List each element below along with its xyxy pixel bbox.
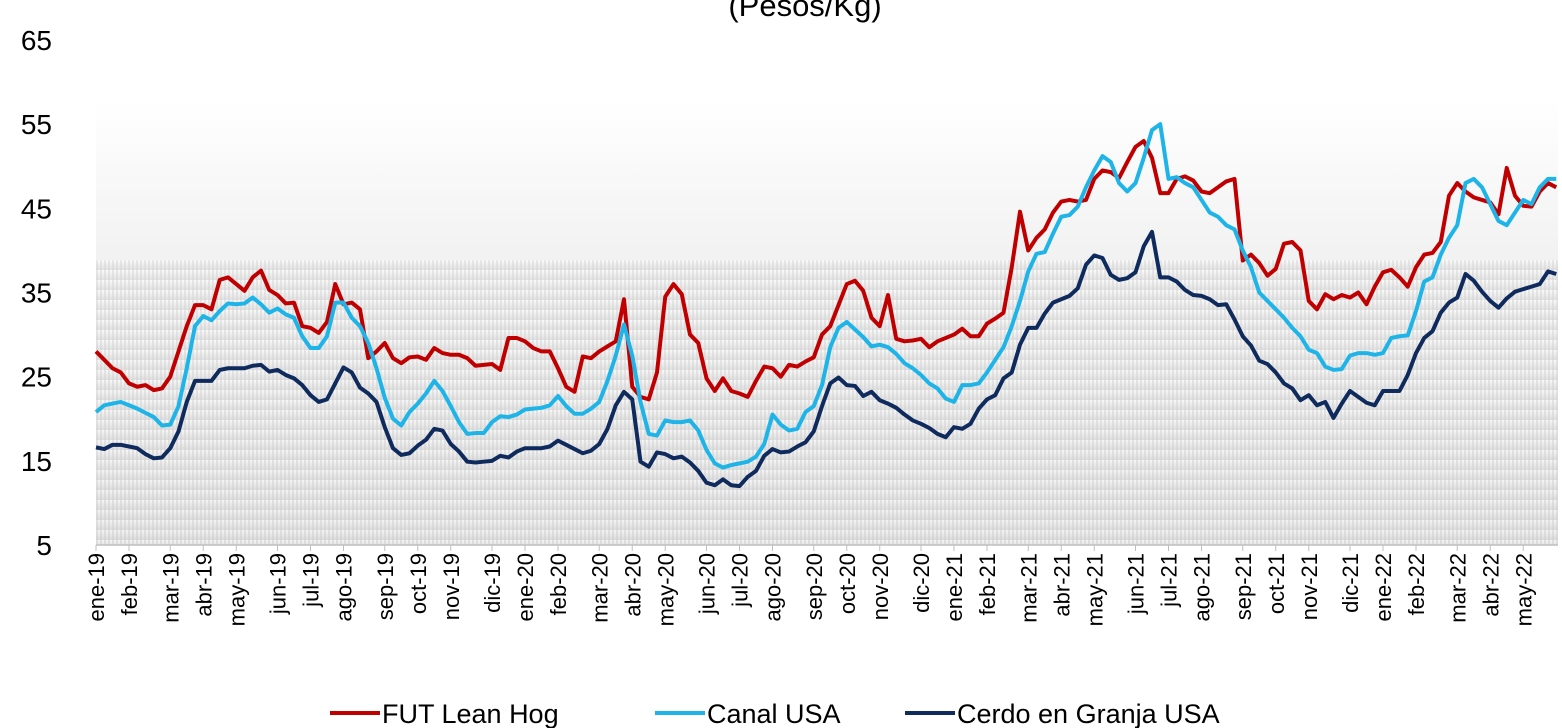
y-tick-label: 15 [21,446,52,477]
x-tick-label: may-21 [1082,553,1107,626]
x-tick-label: ago-20 [761,553,786,622]
x-tick-label: mar-20 [587,553,612,623]
x-tick-label: mar-22 [1445,553,1470,623]
x-tick-label: jul-19 [299,553,324,608]
x-tick-label: may-22 [1511,553,1536,626]
x-tick-label: jun-21 [1124,553,1149,615]
x-tick-label: dic-19 [480,553,505,613]
x-tick-label: may-19 [224,553,249,626]
x-tick-label: nov-21 [1297,553,1322,620]
x-tick-label: dic-21 [1338,553,1363,613]
x-tick-label: mar-21 [1016,553,1041,623]
y-tick-label: 45 [21,193,52,224]
x-tick-label: jul-20 [728,553,753,608]
y-tick-label: 65 [21,25,52,56]
x-tick-label: oct-21 [1264,553,1289,614]
y-tick-label: 35 [21,278,52,309]
series-line [94,122,1557,470]
x-tick-label: sep-21 [1231,553,1256,620]
x-tick-label: feb-20 [546,553,571,615]
x-tick-label: ago-21 [1190,553,1215,622]
series-line [95,229,1557,489]
plot-hatching [96,260,1558,545]
x-tick-label: feb-22 [1404,553,1429,615]
x-tick-label: sep-19 [373,553,398,620]
y-tick-label: 25 [21,362,52,393]
x-tick-label: ene-20 [513,553,538,622]
x-tick-label: jun-20 [695,553,720,615]
x-tick-label: feb-19 [117,553,142,615]
x-tick-label: ene-22 [1371,553,1396,622]
x-tick-label: abr-21 [1049,553,1074,617]
x-tick-label: ene-19 [84,553,109,622]
x-tick-label: may-20 [653,553,678,626]
legend-label: Canal USA [707,699,841,728]
x-tick-label: nov-19 [439,553,464,620]
x-tick-label: nov-20 [868,553,893,620]
series-line [94,139,1558,402]
x-tick-label: jul-21 [1157,553,1182,608]
x-tick-label: oct-19 [406,553,431,614]
x-tick-label: ago-19 [332,553,357,622]
y-tick-label: 55 [21,109,52,140]
x-tick-label: oct-20 [835,553,860,614]
x-tick-label: jun-19 [266,553,291,615]
chart-title: (Pesos/Kg) [728,0,881,23]
x-tick-label: abr-20 [620,553,645,617]
x-tick-label: feb-21 [975,553,1000,615]
y-tick-label: 5 [36,530,52,561]
legend-label: FUT Lean Hog [382,699,559,728]
x-tick-label: abr-19 [191,553,216,617]
x-tick-label: dic-20 [909,553,934,613]
x-tick-label: abr-22 [1478,553,1503,617]
x-tick-label: ene-21 [942,553,967,622]
x-tick-label: sep-20 [802,553,827,620]
legend-label: Cerdo en Granja USA [957,699,1220,728]
x-tick-label: mar-19 [158,553,183,623]
